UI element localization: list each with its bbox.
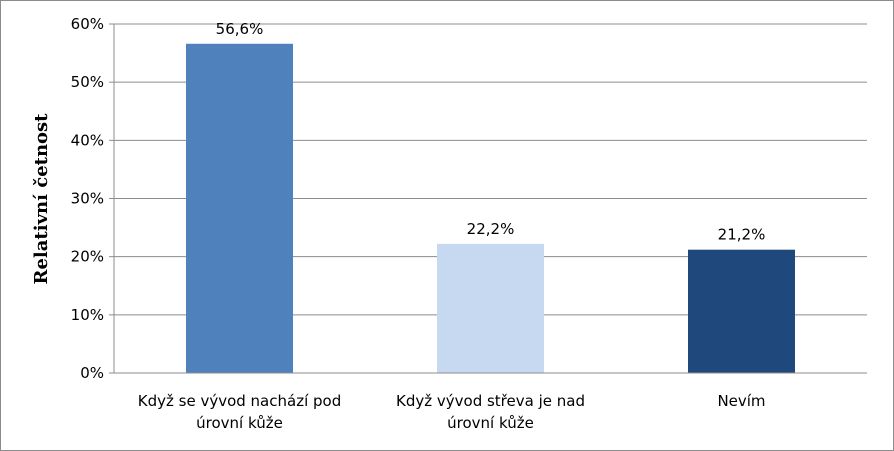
bar bbox=[437, 243, 544, 373]
data-label: 21,2% bbox=[718, 226, 766, 244]
y-tick-label: 60% bbox=[71, 15, 104, 33]
y-tick-label: 30% bbox=[71, 190, 104, 208]
category-labels: Když se vývod nachází pod úrovní kůže Když… bbox=[138, 392, 766, 432]
bars bbox=[186, 43, 795, 373]
y-tick-label: 50% bbox=[71, 73, 104, 91]
data-label: 56,6% bbox=[216, 20, 264, 38]
y-tick-label: 10% bbox=[71, 306, 104, 324]
data-labels: 56,6% 22,2% 21,2% bbox=[216, 20, 766, 244]
y-tick-label: 20% bbox=[71, 248, 104, 266]
data-label: 22,2% bbox=[467, 220, 515, 238]
y-tick-label: 40% bbox=[71, 131, 104, 149]
bar bbox=[186, 43, 293, 373]
y-tick-label: 0% bbox=[80, 364, 104, 382]
category-label: Když se vývod nachází pod bbox=[138, 392, 341, 410]
category-label: Nevím bbox=[717, 392, 765, 410]
y-axis-ticks: 0% 10% 20% 30% 40% 50% 60% bbox=[71, 15, 114, 382]
y-axis-title: Relativní četnost bbox=[31, 113, 52, 285]
category-label: úrovní kůže bbox=[196, 414, 283, 432]
category-label: Když vývod střeva je nad bbox=[396, 392, 585, 410]
category-label: úrovní kůže bbox=[447, 414, 534, 432]
bar bbox=[688, 249, 795, 373]
